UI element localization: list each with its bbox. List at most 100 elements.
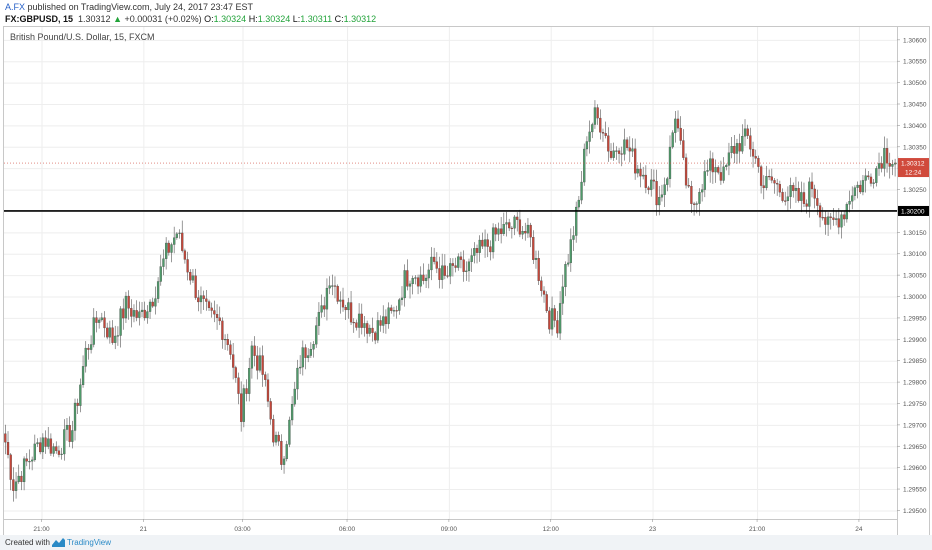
candle[interactable] [398, 298, 401, 315]
candle[interactable] [371, 317, 374, 342]
candle[interactable] [593, 100, 597, 129]
candle[interactable] [733, 135, 736, 164]
candle[interactable] [869, 173, 873, 187]
candle[interactable] [33, 434, 36, 462]
candle[interactable] [162, 249, 165, 276]
candle[interactable] [317, 302, 321, 335]
candle[interactable] [223, 334, 227, 351]
candle[interactable] [717, 165, 720, 175]
candle[interactable] [703, 160, 706, 198]
candle[interactable] [403, 264, 406, 307]
candle[interactable] [486, 233, 489, 258]
candle[interactable] [467, 258, 471, 282]
candle[interactable] [344, 304, 347, 321]
candle[interactable] [256, 345, 259, 380]
candle[interactable] [735, 138, 739, 164]
candle[interactable] [181, 220, 184, 253]
candle[interactable] [451, 258, 455, 277]
candle[interactable] [625, 137, 629, 151]
candle[interactable] [298, 355, 302, 375]
candle[interactable] [599, 109, 602, 140]
candle[interactable] [601, 128, 605, 142]
candle[interactable] [864, 168, 867, 193]
candle[interactable] [620, 146, 623, 167]
candle[interactable] [266, 373, 270, 408]
candle[interactable] [746, 124, 749, 139]
candle[interactable] [432, 247, 436, 265]
candle[interactable] [392, 306, 396, 317]
candle[interactable] [861, 175, 865, 196]
candle[interactable] [352, 318, 355, 333]
candle[interactable] [28, 449, 31, 470]
candle[interactable] [684, 153, 688, 189]
candle[interactable] [631, 138, 634, 158]
candle[interactable] [674, 111, 677, 143]
candle[interactable] [644, 165, 647, 194]
candle[interactable] [124, 291, 128, 324]
candle[interactable] [569, 228, 572, 272]
candle[interactable] [859, 180, 862, 194]
candle[interactable] [738, 133, 741, 163]
candle[interactable] [138, 301, 141, 326]
candle[interactable] [749, 127, 752, 157]
candle[interactable] [542, 286, 546, 303]
candle[interactable] [765, 165, 768, 191]
candle[interactable] [285, 440, 288, 462]
candle[interactable] [76, 398, 79, 414]
candle[interactable] [537, 250, 540, 286]
candle[interactable] [491, 223, 495, 259]
candle[interactable] [701, 183, 704, 202]
candle[interactable] [71, 420, 74, 449]
candle[interactable] [835, 211, 838, 226]
candle[interactable] [92, 308, 95, 348]
candle[interactable] [851, 186, 854, 210]
candle[interactable] [245, 379, 248, 402]
candle[interactable] [205, 289, 208, 311]
candle[interactable] [323, 296, 326, 318]
candle[interactable] [489, 240, 492, 261]
candle[interactable] [647, 185, 650, 195]
candle[interactable] [502, 212, 505, 236]
candle[interactable] [173, 226, 176, 254]
candle[interactable] [422, 263, 425, 285]
candle[interactable] [307, 348, 310, 363]
candle[interactable] [676, 110, 680, 132]
candle[interactable] [762, 175, 765, 200]
candle[interactable] [583, 143, 586, 186]
candle[interactable] [309, 342, 312, 358]
candle[interactable] [826, 212, 830, 236]
candle[interactable] [558, 291, 562, 340]
candle[interactable] [634, 138, 637, 180]
candle[interactable] [430, 247, 433, 281]
candle[interactable] [240, 381, 243, 432]
candle[interactable] [186, 251, 189, 281]
candle[interactable] [374, 331, 377, 345]
chart-frame[interactable]: 1.30600 1.30550 1.30500 1.30450 1.30400 1.303… [3, 26, 930, 540]
candle[interactable] [572, 226, 575, 252]
candle[interactable] [414, 275, 417, 285]
candle[interactable] [280, 434, 283, 470]
candle[interactable] [457, 253, 460, 271]
candle[interactable] [98, 317, 101, 329]
candle[interactable] [132, 304, 136, 323]
candle[interactable] [258, 347, 262, 373]
candle[interactable] [475, 244, 479, 264]
candle[interactable] [623, 128, 626, 161]
candle[interactable] [567, 253, 570, 267]
candle[interactable] [848, 190, 851, 213]
candle[interactable] [843, 210, 846, 226]
candle[interactable] [376, 312, 379, 344]
candle[interactable] [810, 172, 814, 198]
candle[interactable] [478, 235, 481, 262]
candle[interactable] [65, 417, 69, 441]
candle[interactable] [17, 464, 20, 484]
candle[interactable] [167, 240, 170, 256]
candle[interactable] [652, 169, 656, 190]
candle[interactable] [207, 299, 211, 311]
candle[interactable] [604, 121, 607, 139]
candle[interactable] [435, 252, 438, 274]
candle[interactable] [730, 137, 733, 159]
candle[interactable] [663, 177, 666, 208]
candle[interactable] [577, 195, 580, 210]
candle[interactable] [248, 357, 251, 402]
